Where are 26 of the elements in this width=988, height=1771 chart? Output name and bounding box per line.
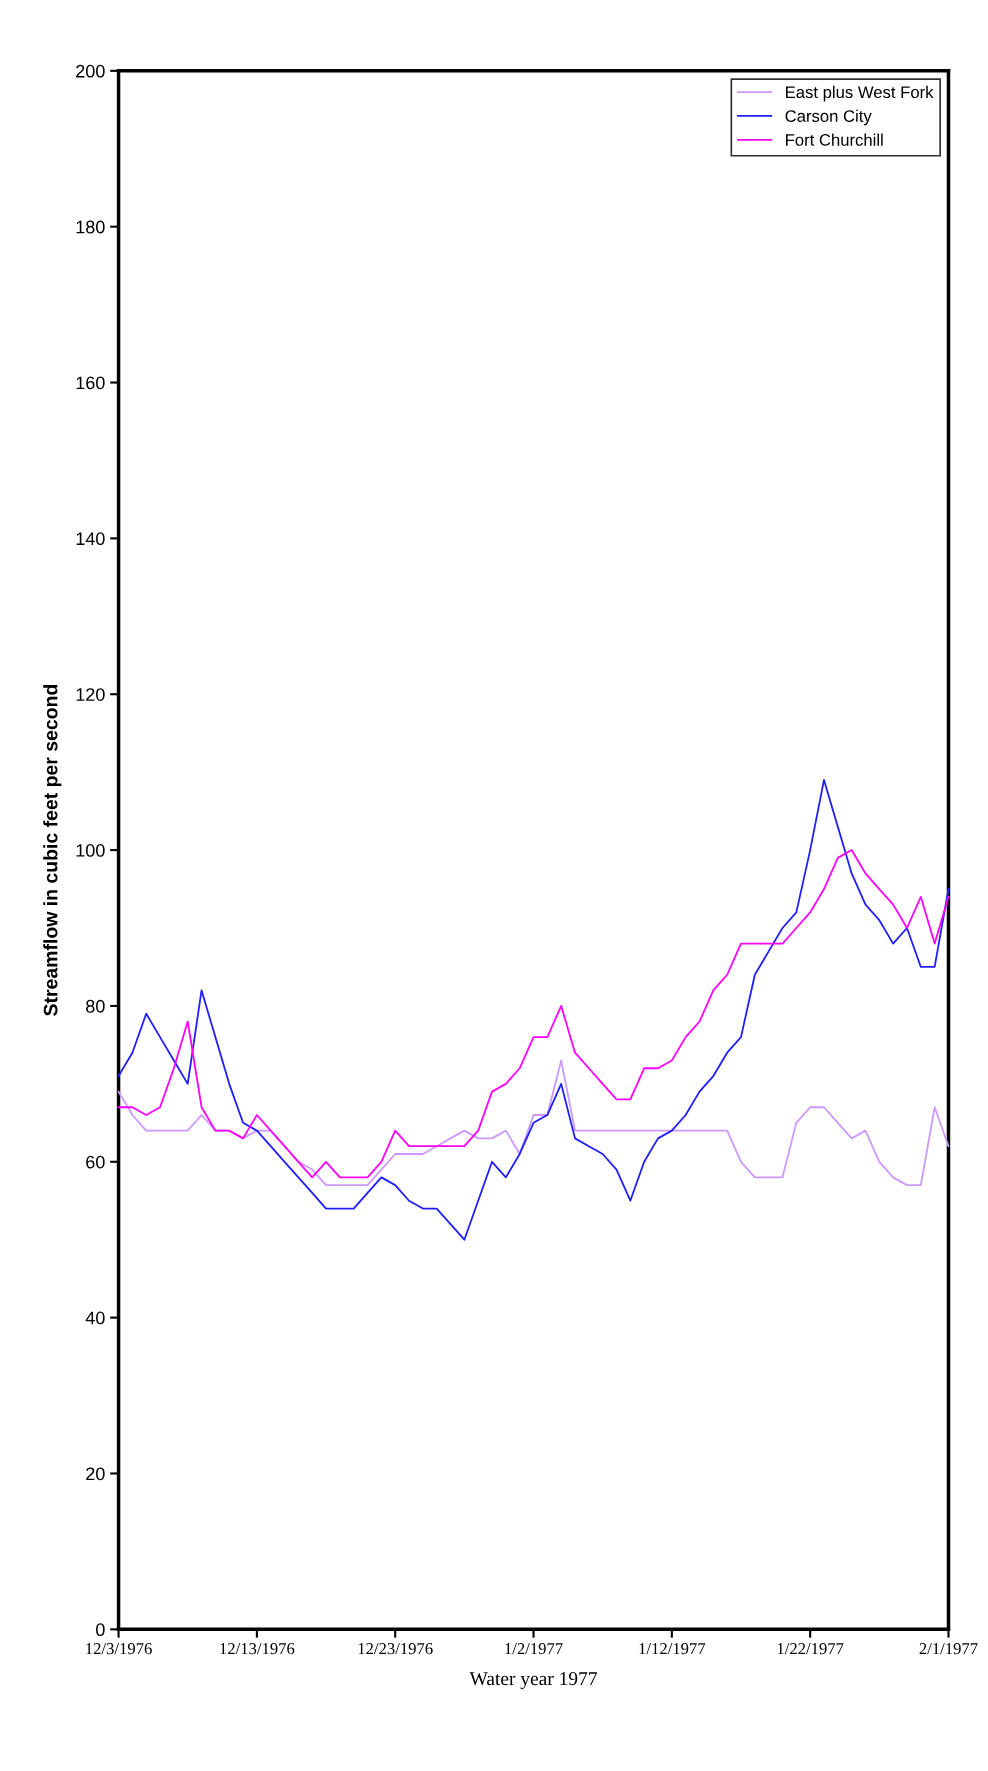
x-tick-label: 1/12/1977 <box>639 1643 706 1655</box>
y-tick-label: 200 <box>76 64 105 78</box>
x-tick-label: 12/3/1976 <box>86 1643 152 1655</box>
x-tick-label: 12/23/1976 <box>358 1643 433 1655</box>
line-series <box>117 1059 950 1187</box>
line-series <box>117 849 950 1179</box>
y-tick-label: 160 <box>76 376 105 390</box>
y-tick-label: 180 <box>76 220 105 234</box>
y-tick-label: 120 <box>76 688 105 701</box>
y-tick-label: 140 <box>76 532 105 546</box>
legend-label: Fort Churchill <box>786 133 883 146</box>
legend-label: Carson City <box>785 109 872 126</box>
x-tick-label: 1/22/1977 <box>777 1643 844 1655</box>
x-tick-label: 2/1/1977 <box>919 1643 978 1655</box>
y-tick-label: 80 <box>86 999 105 1013</box>
x-axis-title: Water year 1977 <box>469 1672 597 1690</box>
x-tick-label: 12/13/1976 <box>220 1643 295 1655</box>
y-axis-title: Streamflow in cubic feet per second <box>43 684 62 1016</box>
y-tick-label: 60 <box>86 1155 105 1169</box>
legend-label: East plus West Fork <box>786 85 934 102</box>
y-tick-label: 0 <box>96 1623 105 1637</box>
y-tick-label: 20 <box>86 1467 105 1481</box>
y-tick-label: 40 <box>85 1311 105 1325</box>
line-series <box>117 779 950 1241</box>
x-tick-label: 1/2/1977 <box>505 1643 563 1655</box>
y-tick-label: 100 <box>76 844 105 857</box>
